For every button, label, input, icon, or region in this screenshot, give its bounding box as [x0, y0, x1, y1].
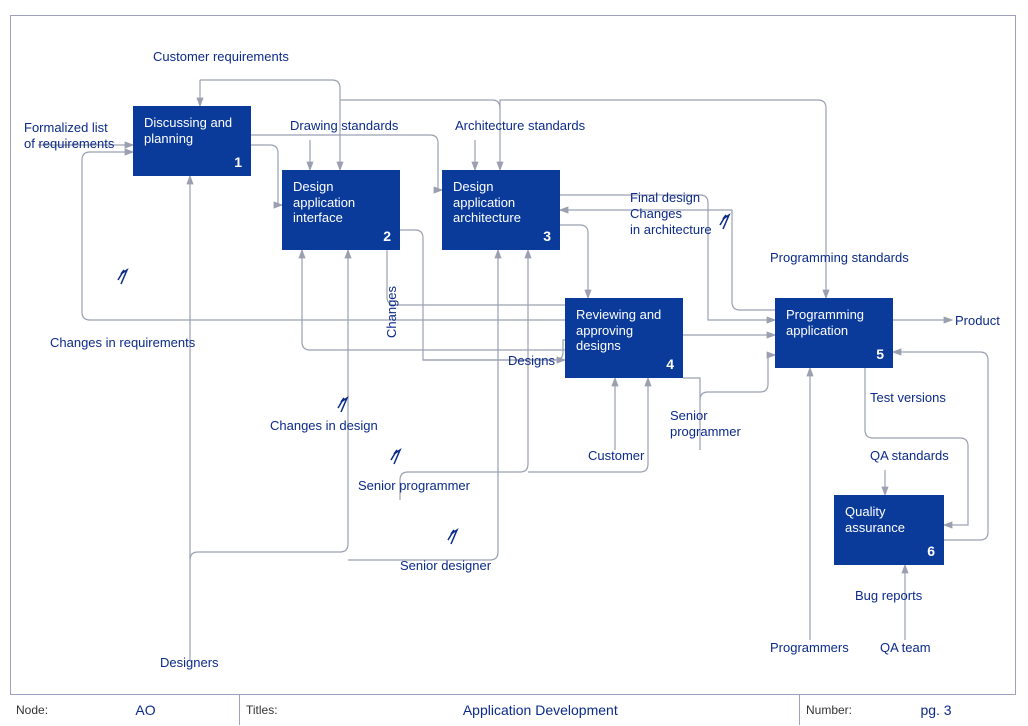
footer-titles-label: Titles: [246, 703, 278, 717]
node-number: 2 [383, 228, 391, 245]
label-test-versions: Test versions [870, 390, 946, 406]
label-senior-programmer-right: Senior programmer [670, 408, 741, 439]
label-programming-standards: Programming standards [770, 250, 909, 266]
footer-number-value: pg. 3 [862, 702, 1010, 718]
node-qa: Quality assurance 6 [834, 495, 944, 565]
label-programmers: Programmers [770, 640, 849, 656]
label-designers: Designers [160, 655, 219, 671]
diagram-page: Discussing and planning 1 Design applica… [0, 0, 1028, 726]
node-title: Discussing and planning [144, 115, 232, 146]
label-qa-standards: QA standards [870, 448, 949, 464]
node-title: Programming application [786, 307, 864, 338]
node-number: 3 [543, 228, 551, 245]
label-changes-in-design: Changes in design [270, 418, 378, 434]
node-title: Quality assurance [845, 504, 905, 535]
label-changes-in-architecture: Changes in architecture [630, 206, 712, 237]
label-customer: Customer [588, 448, 644, 464]
node-title: Reviewing and approving designs [576, 307, 661, 353]
label-qa-team: QA team [880, 640, 931, 656]
footer-number-label: Number: [806, 703, 852, 717]
node-number: 1 [234, 154, 242, 171]
node-reviewing-approving: Reviewing and approving designs 4 [565, 298, 683, 378]
node-number: 5 [876, 346, 884, 363]
label-changes: Changes [384, 286, 399, 338]
node-programming: Programming application 5 [775, 298, 893, 368]
footer-node-cell: Node: AO [10, 695, 240, 725]
label-bug-reports: Bug reports [855, 588, 922, 604]
label-senior-programmer-bottom: Senior programmer [358, 478, 470, 494]
node-title: Design application architecture [453, 179, 521, 225]
label-drawing-standards: Drawing standards [290, 118, 398, 134]
footer-titles-cell: Titles: Application Development [240, 695, 800, 725]
node-discussing-planning: Discussing and planning 1 [133, 106, 251, 176]
label-senior-designer: Senior designer [400, 558, 491, 574]
node-title: Design application interface [293, 179, 355, 225]
label-product: Product [955, 313, 1000, 329]
label-changes-in-requirements: Changes in requirements [50, 335, 195, 351]
node-design-interface: Design application interface 2 [282, 170, 400, 250]
label-final-design: Final design [630, 190, 700, 206]
node-number: 6 [927, 543, 935, 560]
label-customer-requirements: Customer requirements [153, 49, 289, 65]
footer-titles-value: Application Development [288, 702, 793, 718]
footer-node-value: AO [58, 702, 233, 718]
footer-number-cell: Number: pg. 3 [800, 695, 1016, 725]
label-formalized-list: Formalized list of requirements [24, 120, 114, 151]
node-design-architecture: Design application architecture 3 [442, 170, 560, 250]
label-architecture-standards: Architecture standards [455, 118, 585, 134]
footer: Node: AO Titles: Application Development… [10, 695, 1016, 725]
label-designs: Designs [508, 353, 555, 369]
footer-node-label: Node: [16, 703, 48, 717]
node-number: 4 [666, 356, 674, 373]
